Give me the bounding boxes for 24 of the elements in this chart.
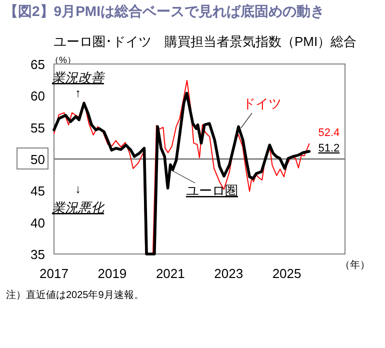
y-tick-label: 50 [30,152,45,167]
annotation: ↑ [75,86,81,100]
annotation: 51.2 [318,142,340,154]
annotation: ↓ [75,182,81,196]
y-tick-label: 55 [30,120,45,136]
x-tick-label: 2021 [156,266,185,281]
y-tick-label: 65 [30,57,45,72]
y-tick-label: 35 [30,247,45,262]
x-tick-label: 2025 [272,266,302,281]
annotation: 52.4 [318,126,340,139]
series-label: ユーロ圏 [186,183,238,198]
x-axis-title: （年） [340,259,370,271]
annotation: 業況悪化 [52,200,105,215]
x-tick-label: 2019 [98,266,127,281]
annotation: 業況改善 [52,70,106,85]
chart-title: 【図2】9月PMIは総合ベースで見れば底固めの動き [4,3,324,19]
text: 注）直近値は2025年9月速報。 [6,289,144,301]
x-tick-label: 2017 [40,266,68,281]
chart-subtitle: ユーロ圏･ドイツ 購買担当者景気指数（PMI）総合 [53,34,357,49]
series-label: ドイツ [242,96,282,111]
y-tick-label: 45 [30,184,45,199]
y-tick-label: 60 [30,88,45,104]
x-tick-label: 2023 [214,266,244,281]
y-tick-label: 40 [30,215,45,230]
